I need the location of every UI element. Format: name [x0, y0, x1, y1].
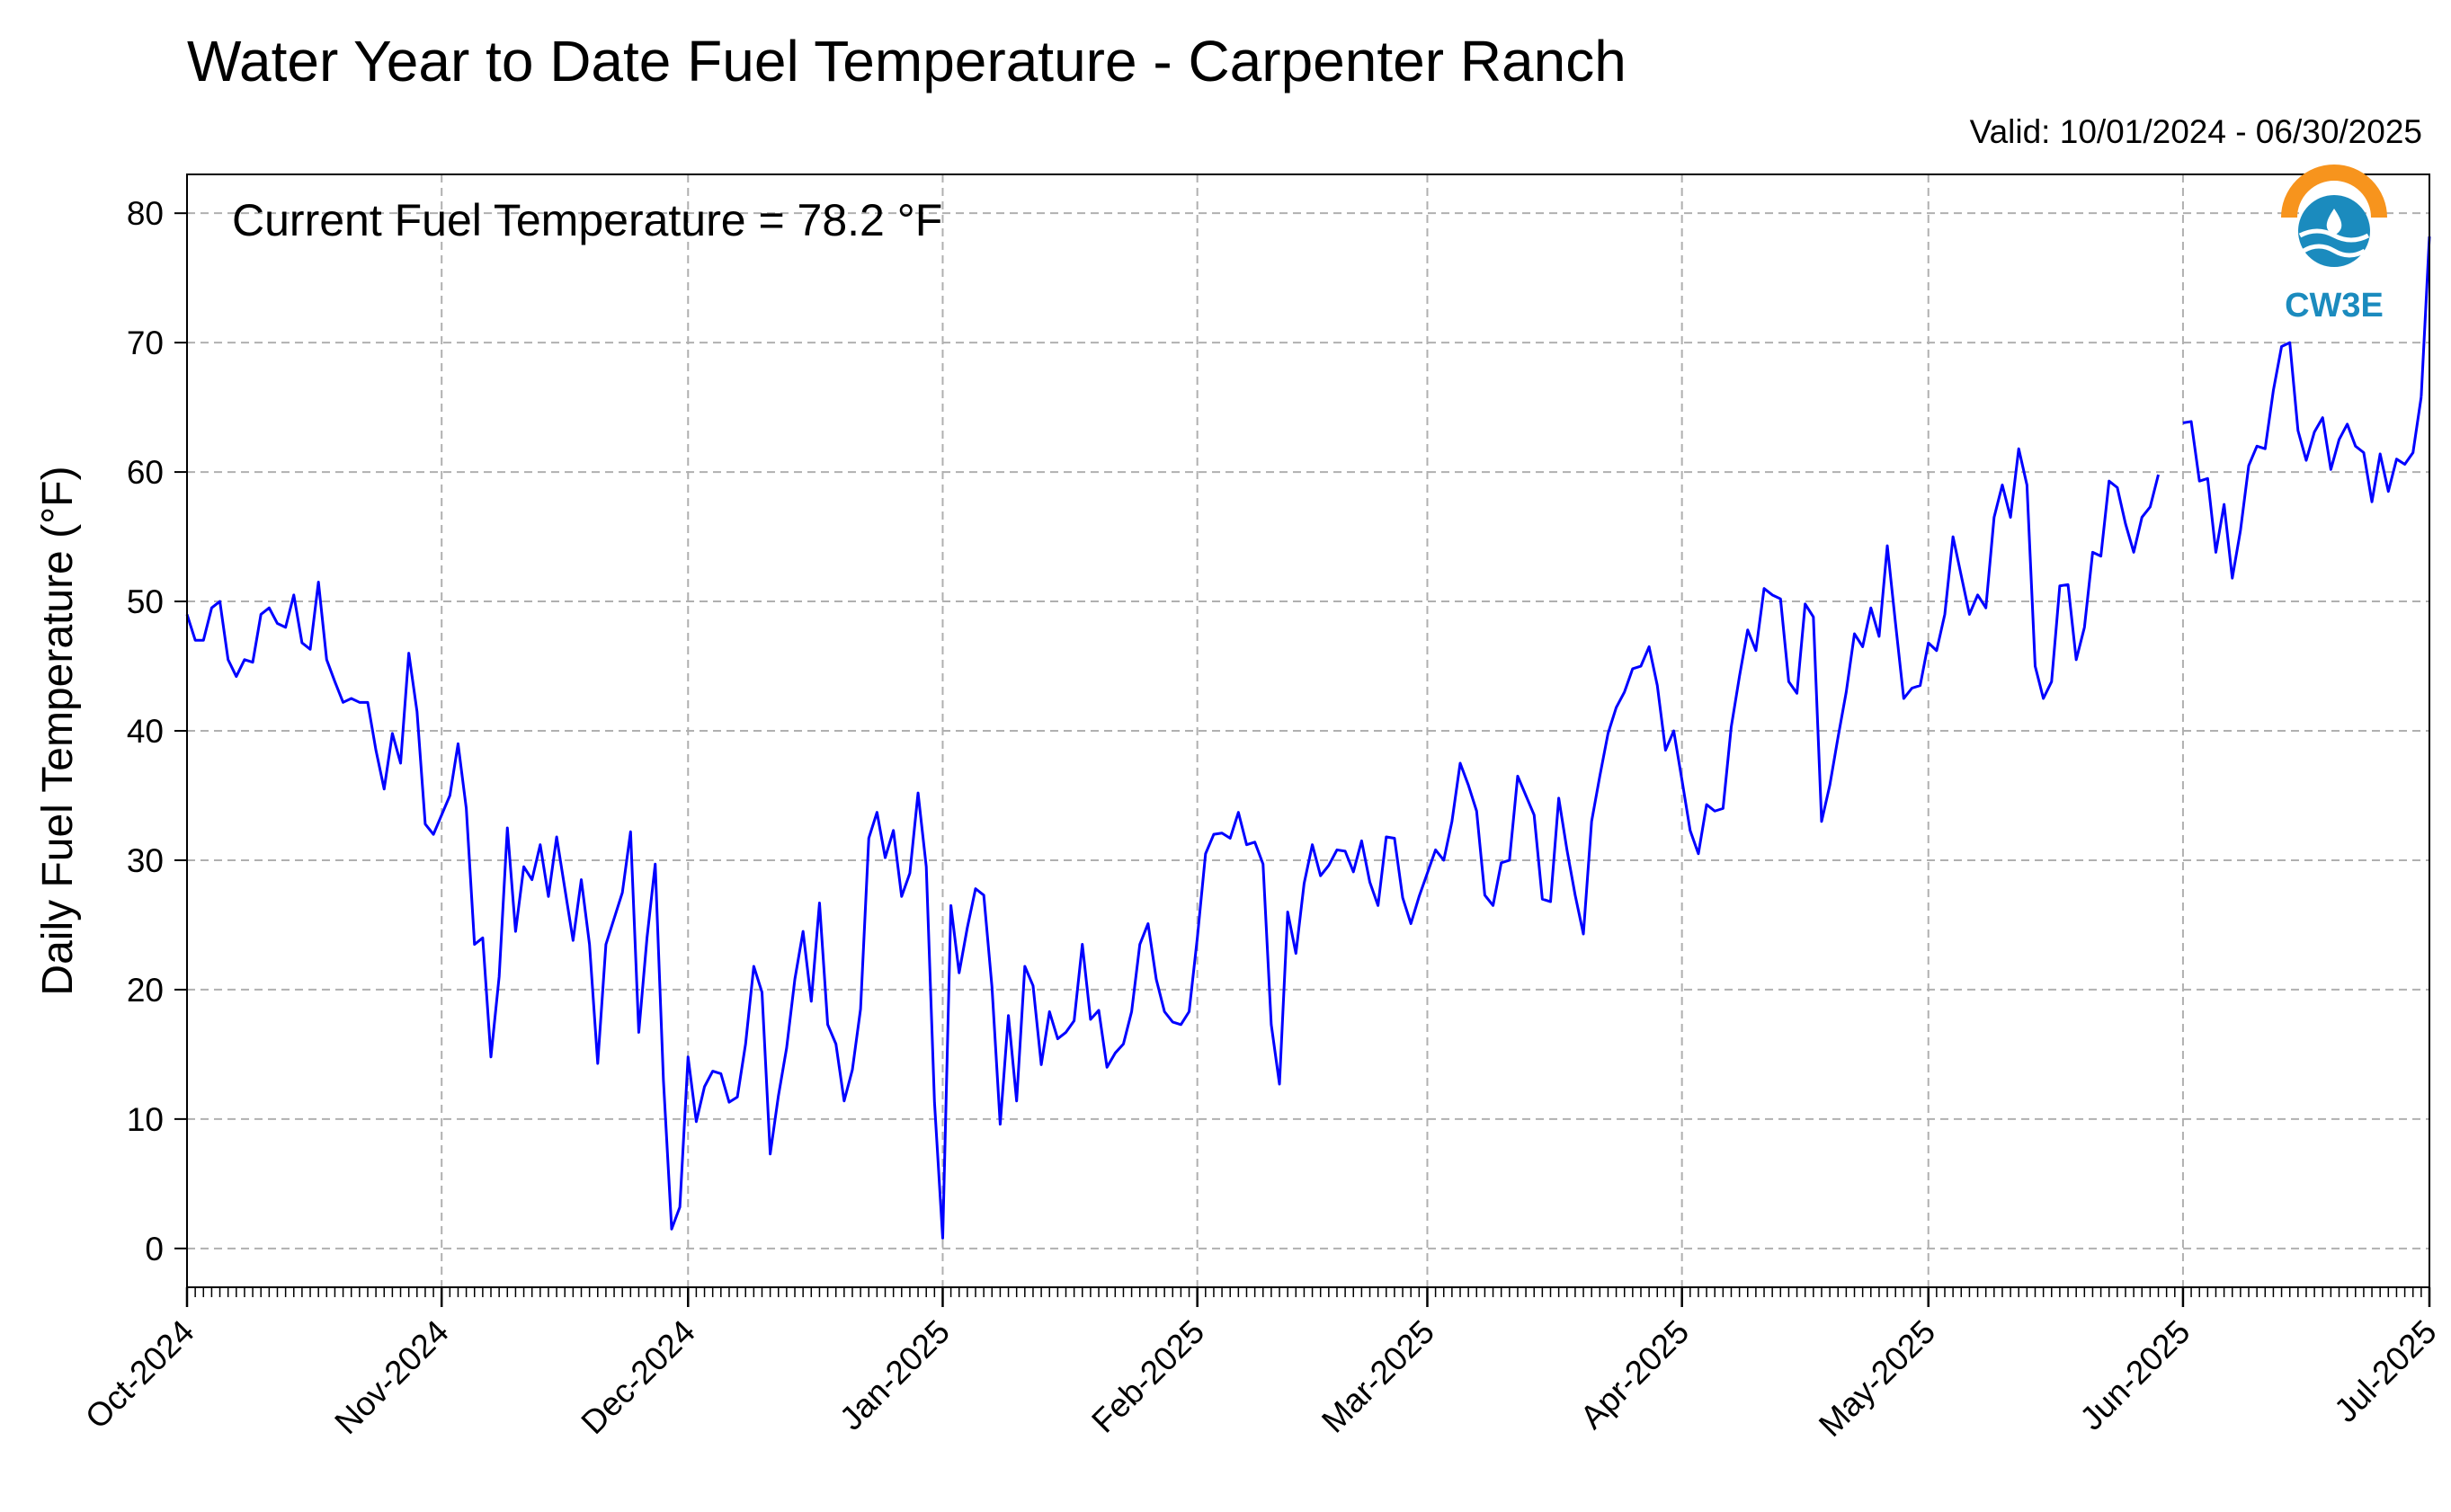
x-tick-label: Nov-2024	[327, 1313, 455, 1441]
x-tick-label: Dec-2024	[574, 1313, 701, 1441]
x-tick-label: Mar-2025	[1315, 1313, 1441, 1440]
current-temperature-annotation: Current Fuel Temperature = 78.2 °F	[232, 195, 942, 245]
x-minor-tick-marks	[186, 1287, 2430, 1297]
x-tick-label: Jun-2025	[2072, 1313, 2197, 1437]
y-tick-labels: 0 10 20 30 40 50 60 70 80	[127, 195, 164, 1267]
chart-subtitle: Valid: 10/01/2024 - 06/30/2025	[1969, 113, 2422, 150]
cw3e-logo-icon: CW3E	[2281, 165, 2387, 325]
data-series	[185, 236, 2431, 1240]
logo-text: CW3E	[2285, 287, 2384, 325]
x-tick-labels: Oct-2024 Nov-2024 Dec-2024 Jan-2025 Feb-2025…	[78, 1313, 2444, 1444]
x-tick-label: Jul-2025	[2327, 1313, 2443, 1429]
fuel-temperature-line	[2182, 341, 2423, 580]
y-tick-label: 70	[127, 325, 164, 361]
y-tick-label: 20	[127, 972, 164, 1009]
y-tick-label: 0	[145, 1231, 164, 1267]
logo-drop-icon	[2326, 209, 2342, 236]
logo-sun-arc-icon	[2281, 165, 2387, 218]
x-tick-label: Oct-2024	[78, 1313, 201, 1436]
y-tick-label: 30	[127, 842, 164, 879]
y-tick-label: 60	[127, 454, 164, 491]
y-tick-label: 10	[127, 1101, 164, 1138]
x-tick-label: Jan-2025	[833, 1313, 957, 1437]
y-axis-label: Daily Fuel Temperature (°F)	[34, 466, 82, 995]
plot-frame	[186, 173, 2430, 1288]
y-tick-label: 50	[127, 583, 164, 620]
axis-ticks	[174, 212, 2431, 1307]
x-tick-label: Apr-2025	[1573, 1313, 1697, 1436]
x-tick-label: May-2025	[1812, 1313, 1942, 1444]
fuel-temperature-line	[185, 447, 2160, 1240]
chart-title: Water Year to Date Fuel Temperature - Ca…	[187, 29, 1627, 93]
fuel-temperature-line	[2420, 236, 2431, 397]
grid-lines	[186, 174, 2430, 1287]
x-minor-ticks	[186, 1287, 2430, 1297]
y-tick-label: 80	[127, 195, 164, 232]
y-tick-label: 40	[127, 713, 164, 750]
x-tick-label: Feb-2025	[1084, 1313, 1211, 1440]
logo-wave-icon	[2302, 244, 2366, 258]
